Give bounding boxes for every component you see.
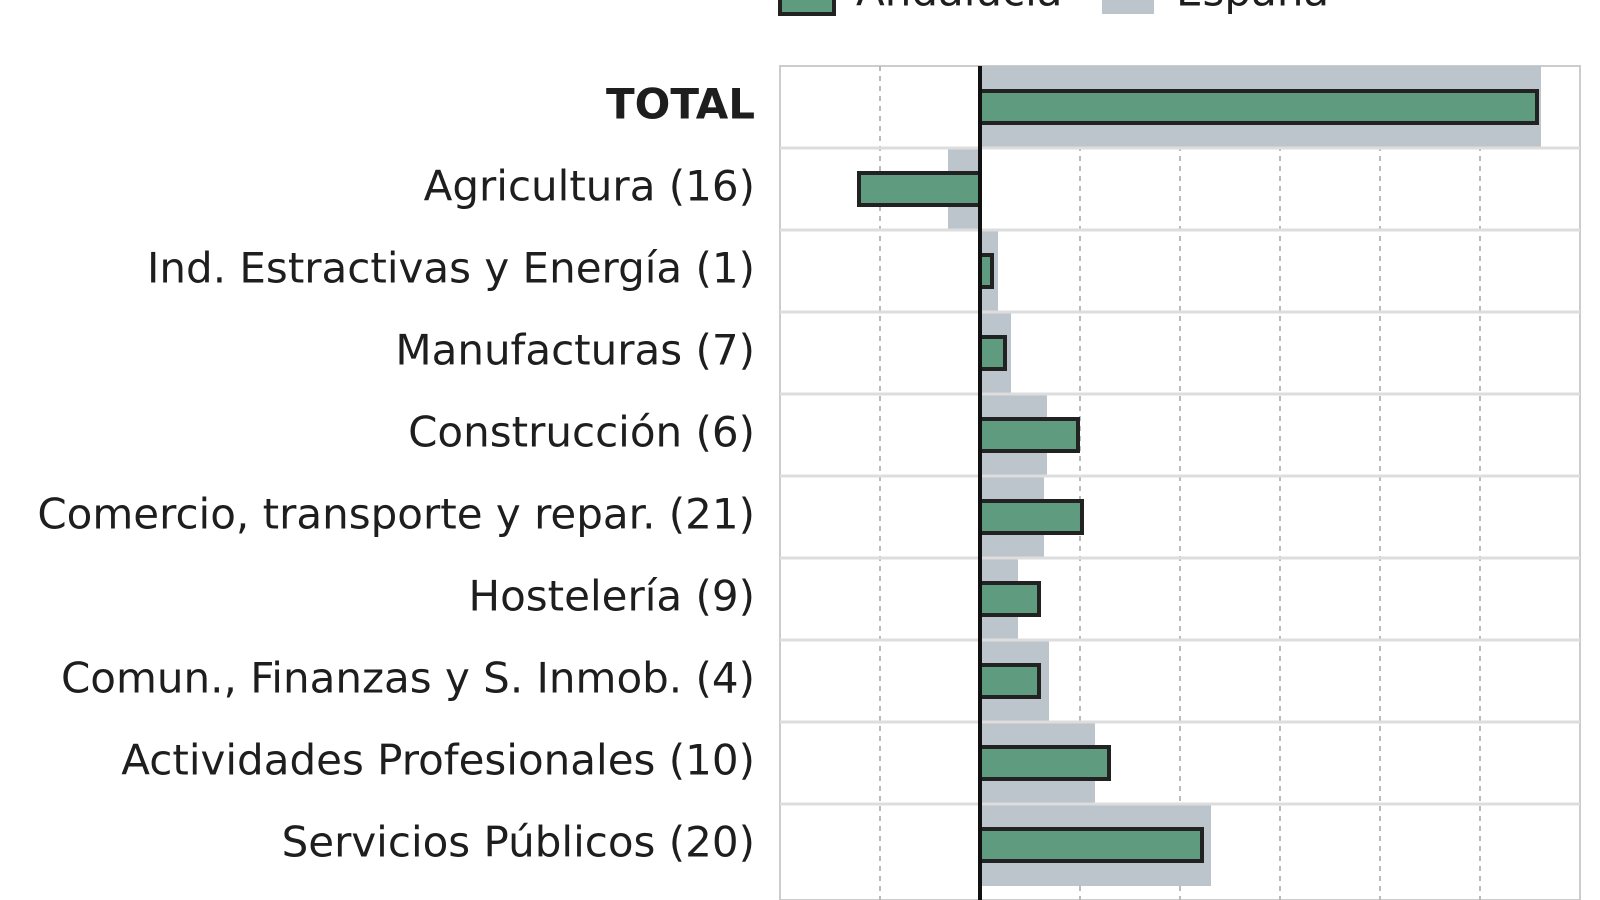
category-label: TOTAL xyxy=(606,80,755,129)
category-label: Agricultura (16) xyxy=(424,162,755,211)
category-label: Servicios Públicos (20) xyxy=(282,818,755,867)
bar-andalucia xyxy=(978,827,1204,863)
category-label: Comercio, transporte y repar. (21) xyxy=(37,490,755,539)
legend-swatch xyxy=(1102,0,1154,14)
category-label: Hostelería (9) xyxy=(469,572,756,621)
bar-andalucia xyxy=(978,581,1041,617)
bar-andalucia xyxy=(978,663,1041,699)
bar-andalucia xyxy=(978,499,1084,535)
category-label: Comun., Finanzas y S. Inmob. (4) xyxy=(61,654,755,703)
legend-label: España xyxy=(1176,0,1329,16)
bar-andalucia xyxy=(857,171,982,207)
category-label: Ind. Estractivas y Energía (1) xyxy=(147,244,755,293)
legend-swatch xyxy=(778,0,836,16)
bar-andalucia xyxy=(978,335,1007,371)
bar-andalucia xyxy=(978,417,1080,453)
category-label: Construcción (6) xyxy=(408,408,755,457)
legend-label: Andalucía xyxy=(856,0,1063,16)
category-label: Actividades Profesionales (10) xyxy=(121,736,755,785)
bar-andalucia xyxy=(978,745,1111,781)
category-label: Manufacturas (7) xyxy=(395,326,755,375)
bar-andalucia xyxy=(978,89,1539,125)
